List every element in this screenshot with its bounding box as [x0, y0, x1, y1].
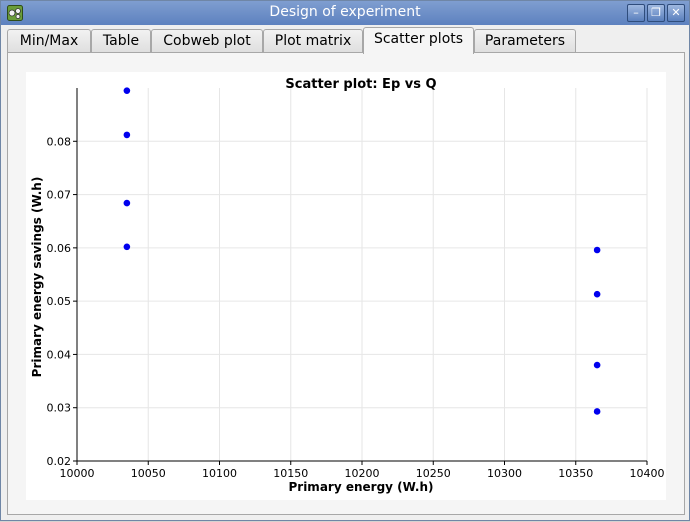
- x-tick-label: 10050: [131, 467, 166, 480]
- scatter-plots-panel: [7, 52, 685, 515]
- tab-cobweb-plot[interactable]: Cobweb plot: [151, 29, 263, 53]
- x-axis-ticks: 10000 10050 10100 10150 10200 10250 10300 10350…: [60, 461, 665, 480]
- y-tick-label: 0.03: [47, 402, 72, 415]
- app-icon: [7, 5, 23, 21]
- y-tick-label: 0.02: [47, 455, 72, 468]
- data-point: [593, 290, 601, 298]
- data-point: [123, 131, 131, 139]
- data-point: [123, 87, 131, 94]
- y-tick-label: 0.05: [47, 295, 72, 308]
- y-tick-label: 0.08: [47, 135, 72, 148]
- data-points: [123, 87, 601, 415]
- window-title: Design of experiment: [269, 4, 421, 20]
- tab-scatter-plots[interactable]: Scatter plots: [363, 27, 474, 54]
- tab-table[interactable]: Table: [91, 29, 151, 53]
- tab-parameters[interactable]: Parameters: [474, 29, 576, 53]
- tab-min-max[interactable]: Min/Max: [7, 29, 91, 53]
- close-button[interactable]: ✕: [667, 4, 685, 22]
- data-point: [123, 199, 131, 207]
- plot-area-background: [26, 72, 666, 500]
- x-tick-label: 10250: [416, 467, 451, 480]
- data-point: [593, 361, 601, 369]
- title-bar[interactable]: Design of experiment – ❐ ✕: [1, 1, 689, 25]
- grid-lines: [77, 88, 648, 461]
- y-tick-label: 0.07: [47, 189, 72, 202]
- data-point: [123, 243, 131, 251]
- x-tick-label: 10150: [273, 467, 308, 480]
- y-axis-ticks: 0.02 0.03 0.04 0.05 0.06 0.07 0.08: [47, 135, 77, 468]
- chart-title: Scatter plot: Ep vs Q: [285, 77, 436, 92]
- data-point: [593, 246, 601, 254]
- tab-plot-matrix[interactable]: Plot matrix: [263, 29, 363, 53]
- data-point: [593, 408, 601, 415]
- y-axis-label: Primary energy savings (W.h): [30, 177, 44, 378]
- x-tick-label: 10200: [345, 467, 380, 480]
- x-tick-label: 10000: [60, 467, 95, 480]
- x-tick-label: 10300: [487, 467, 522, 480]
- x-tick-label: 10100: [202, 467, 237, 480]
- restore-button[interactable]: ❐: [647, 4, 665, 22]
- y-tick-label: 0.04: [47, 348, 72, 361]
- minimize-button[interactable]: –: [627, 4, 645, 22]
- x-tick-label: 10350: [558, 467, 593, 480]
- x-axis-label: Primary energy (W.h): [288, 480, 433, 494]
- y-tick-label: 0.06: [47, 242, 72, 255]
- x-tick-label: 10400: [630, 467, 665, 480]
